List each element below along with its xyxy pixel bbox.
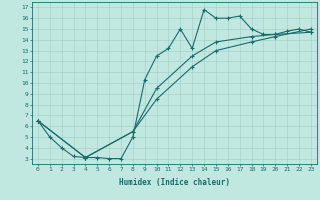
X-axis label: Humidex (Indice chaleur): Humidex (Indice chaleur) [119,178,230,187]
